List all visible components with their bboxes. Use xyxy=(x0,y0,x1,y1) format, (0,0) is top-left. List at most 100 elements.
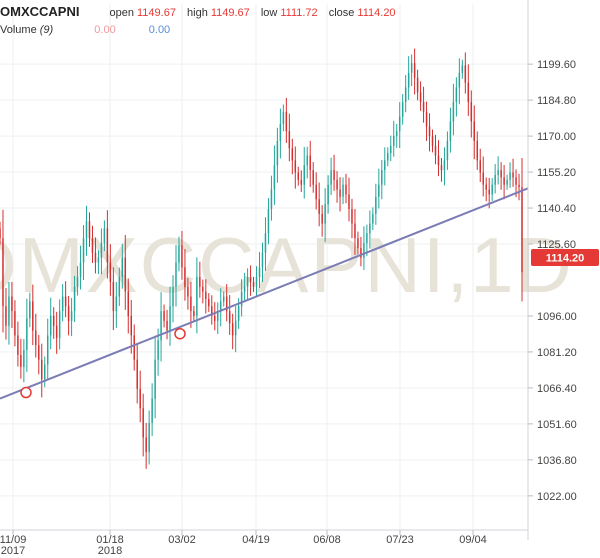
candle-body xyxy=(193,311,195,316)
candle-body xyxy=(270,189,273,210)
candle-body xyxy=(23,349,25,368)
candle-body xyxy=(73,286,76,312)
trendline[interactable] xyxy=(0,187,529,400)
candle-body xyxy=(190,296,192,312)
x-tick-label: 06/08 xyxy=(313,534,341,546)
candle-body xyxy=(506,179,508,185)
close-label: close xyxy=(328,7,355,19)
candle-body xyxy=(437,155,440,166)
candle-body xyxy=(94,252,97,263)
candle-body xyxy=(381,170,383,185)
candle-body xyxy=(246,277,249,287)
y-tick-label: 1096.00 xyxy=(537,311,577,323)
candle-body xyxy=(2,238,4,307)
candle-body xyxy=(154,359,156,399)
candle-body xyxy=(11,296,13,312)
candle-body xyxy=(115,296,118,312)
candle-body xyxy=(500,170,502,178)
candle-body xyxy=(333,170,335,180)
candle-body xyxy=(282,111,285,124)
candle-body xyxy=(163,311,165,321)
candle-body xyxy=(82,238,85,263)
candle-body xyxy=(112,281,115,312)
candle-body xyxy=(422,102,425,112)
candle-body xyxy=(363,243,365,258)
candle-body xyxy=(175,262,177,287)
candle-body xyxy=(88,221,91,239)
candle-body xyxy=(324,204,326,224)
y-tick-label: 1140.40 xyxy=(537,203,576,215)
candle-body xyxy=(234,320,237,336)
trendline-anchor-marker[interactable] xyxy=(174,327,186,340)
candle-body xyxy=(348,194,350,210)
candle-body xyxy=(419,92,422,103)
y-tick-label: 1022.00 xyxy=(537,491,577,503)
candle-body xyxy=(255,277,258,287)
candle-body xyxy=(32,301,34,331)
candle-body xyxy=(479,160,481,173)
candle-body xyxy=(142,408,144,438)
candle-body xyxy=(103,228,106,244)
candle-body xyxy=(261,252,264,268)
y-tick-label: 1051.60 xyxy=(537,419,577,431)
candle-body xyxy=(211,306,213,316)
y-tick-label: 1155.20 xyxy=(537,167,576,179)
candle-body xyxy=(136,359,138,389)
candle-body xyxy=(503,177,505,185)
candle-body xyxy=(392,136,395,146)
candle-body xyxy=(360,247,362,258)
candle-body xyxy=(205,291,207,299)
candle-body xyxy=(434,145,437,156)
candle-body xyxy=(219,301,222,312)
volume-value-2: 0.00 xyxy=(148,24,171,36)
candle-body xyxy=(76,277,79,287)
volume-label: Volume xyxy=(0,24,37,36)
candle-body xyxy=(49,315,52,336)
candle-body xyxy=(482,172,484,185)
candle-body xyxy=(5,306,7,326)
y-tick-label: 1036.80 xyxy=(537,455,577,467)
candle-body xyxy=(14,311,16,336)
candle-body xyxy=(387,153,389,161)
candle-body xyxy=(285,111,288,132)
candle-body xyxy=(491,184,493,195)
candle-body xyxy=(106,228,109,263)
candle-body xyxy=(55,325,58,338)
candle-body xyxy=(372,213,374,224)
trendline-anchor-marker[interactable] xyxy=(20,386,32,399)
candle-body xyxy=(166,320,168,331)
y-tick-label: 1066.40 xyxy=(537,383,577,395)
candle-body xyxy=(366,233,368,244)
x-tick-label: 03/02 xyxy=(168,534,196,546)
open-value: 1149.67 xyxy=(137,7,176,19)
candle-body xyxy=(17,335,19,355)
candle-body xyxy=(118,277,121,297)
candle-body xyxy=(357,238,359,248)
low-label: low xyxy=(260,7,278,19)
candle-body xyxy=(407,72,410,88)
candle-body xyxy=(43,364,46,380)
candle-body xyxy=(398,116,401,132)
candle-body xyxy=(139,388,141,409)
candle-body xyxy=(258,267,261,278)
candle-body xyxy=(452,102,455,122)
volume-value-1: 0.00 xyxy=(94,24,116,36)
candle-body xyxy=(485,184,487,190)
candle-body xyxy=(375,196,377,214)
candle-body xyxy=(488,189,490,195)
candle-body xyxy=(124,257,127,292)
candle-body xyxy=(157,340,159,360)
candle-body xyxy=(67,306,70,321)
candle-body xyxy=(461,65,464,73)
candle-body xyxy=(354,223,356,239)
candle-body xyxy=(446,140,449,161)
candle-body xyxy=(20,354,22,368)
candle-body xyxy=(413,63,416,78)
candle-body xyxy=(443,160,446,171)
candle-body xyxy=(521,187,523,273)
candle-body xyxy=(455,87,458,103)
candle-body xyxy=(342,184,344,197)
candle-body xyxy=(473,121,476,141)
candle-body xyxy=(416,77,419,93)
